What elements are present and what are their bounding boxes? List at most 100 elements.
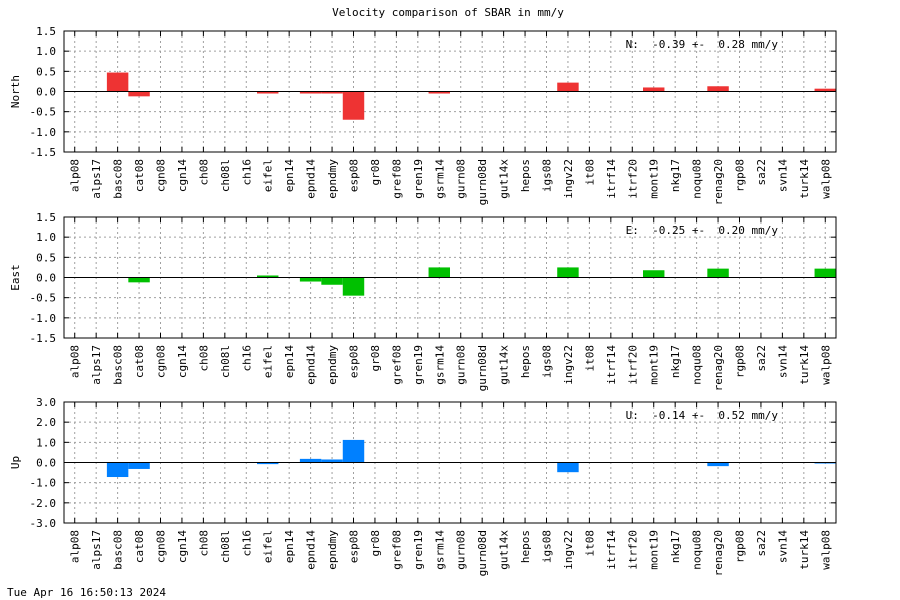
y-tick-label: -1.5 [30, 332, 57, 345]
x-tick-label: epn14 [283, 345, 296, 378]
bar-up-esp08 [342, 439, 365, 463]
stats-annotation: U: -0.14 +- 0.52 mm/y [626, 409, 779, 422]
x-tick-label: cat08 [133, 159, 146, 192]
x-tick-label: igs08 [541, 159, 554, 192]
x-tick-label: gr08 [369, 345, 382, 372]
x-tick-label: cat08 [133, 530, 146, 563]
x-tick-label: rgp08 [734, 159, 747, 192]
x-tick-label: eifel [262, 345, 275, 378]
x-tick-label: gurn08 [455, 530, 468, 570]
x-tick-label: alps17 [90, 345, 103, 385]
bar-up-eifel [257, 462, 279, 465]
x-tick-label: basc08 [112, 159, 125, 199]
y-tick-label: -0.5 [30, 106, 57, 119]
y-tick-label: 3.0 [36, 396, 56, 409]
chart-panels: 1.5 1.0 0.5 0.0 -0.5 -1.0 -1.5 N: -0.39 +- 0.28… [9, 25, 837, 576]
x-tick-label: ch08l [219, 345, 232, 378]
x-tick-label: noqu08 [691, 345, 704, 385]
x-tick-label: ch16 [240, 159, 253, 186]
x-tick-label: gut14x [498, 345, 511, 385]
x-tick-label: svn14 [776, 345, 789, 378]
x-tick-label: hepos [519, 159, 532, 192]
x-tick-label: cgn08 [155, 159, 168, 192]
x-tick-label: noqu08 [691, 530, 704, 570]
x-tick-label: cgn08 [155, 345, 168, 378]
x-tick-label: epn14 [283, 530, 296, 563]
panel-east: 1.5 1.0 0.5 0.0 -0.5 -1.0 -1.5 E: -0.25 +- 0.20… [9, 211, 837, 391]
x-tick-label: cat08 [133, 345, 146, 378]
bar-east-gsrm14 [428, 267, 450, 278]
y-tick-label: 1.0 [36, 231, 56, 244]
x-tick-label: nkg17 [669, 159, 682, 192]
x-tick-label: itrf14 [605, 159, 618, 199]
y-tick-label: -2.0 [30, 497, 57, 510]
y-axis-label: North [9, 75, 22, 108]
bar-north-gsrm14 [428, 91, 450, 94]
x-tick-label: walp08 [819, 159, 832, 199]
x-tick-label: ingv22 [562, 345, 575, 385]
x-tick-label: svn14 [776, 159, 789, 192]
x-tick-label: noqu08 [691, 159, 704, 199]
x-tick-label: ch08l [219, 530, 232, 563]
x-tick-label: gurn08d [476, 345, 489, 391]
y-tick-label: 0.0 [36, 457, 56, 470]
x-tick-label: ch16 [240, 345, 253, 372]
x-tick-label: ch16 [240, 530, 253, 557]
x-tick-label: it08 [583, 345, 596, 372]
x-tick-label: gurn08d [476, 530, 489, 576]
y-tick-label: 1.0 [36, 45, 56, 58]
y-tick-label: 1.5 [36, 25, 56, 38]
x-tick-label: gsrm14 [433, 159, 446, 199]
stats-annotation: E: -0.25 +- 0.20 mm/y [626, 224, 779, 237]
x-tick-label: cgn14 [176, 159, 189, 192]
x-tick-label: itrf14 [605, 530, 618, 570]
x-tick-label: rgp08 [734, 345, 747, 378]
bar-up-cat08 [128, 462, 150, 469]
y-tick-label: 0.0 [36, 86, 56, 99]
bar-north-cat08 [128, 91, 150, 97]
y-tick-label: -1.0 [30, 126, 57, 139]
x-tick-label: epnd14 [305, 159, 318, 199]
x-tick-label: gurn08 [455, 159, 468, 199]
bar-north-epndmy [321, 91, 343, 94]
x-tick-label: gr08 [369, 530, 382, 557]
y-axis-label: Up [9, 456, 22, 469]
x-tick-label: alps17 [90, 530, 103, 570]
x-tick-label: esp08 [348, 345, 361, 378]
x-tick-label: gren19 [412, 345, 425, 385]
panel-north: 1.5 1.0 0.5 0.0 -0.5 -1.0 -1.5 N: -0.39 +- 0.28… [9, 25, 837, 205]
x-tick-label: itrf20 [626, 159, 639, 199]
bar-up-ingv22 [557, 462, 579, 473]
x-tick-label: epndmy [326, 530, 339, 570]
x-tick-label: cgn14 [176, 530, 189, 563]
x-tick-label: ch08l [219, 159, 232, 192]
x-tick-label: svn14 [776, 530, 789, 563]
x-tick-label: cgn14 [176, 345, 189, 378]
x-tick-label: epn14 [283, 159, 296, 192]
x-tick-label: walp08 [819, 345, 832, 385]
x-tick-label: epnd14 [305, 345, 318, 385]
x-tick-label: ingv22 [562, 530, 575, 570]
bar-up-epndmy [321, 459, 343, 463]
x-tick-label: gref08 [390, 530, 403, 570]
x-tick-label: turk14 [798, 345, 811, 385]
x-tick-label: ch08 [197, 530, 210, 557]
x-tick-label: sa22 [755, 159, 768, 186]
y-tick-label: -0.5 [30, 292, 57, 305]
bar-east-walp08 [814, 268, 836, 278]
x-tick-label: gurn08d [476, 159, 489, 205]
x-tick-label: turk14 [798, 159, 811, 199]
bar-north-basc08 [106, 72, 129, 92]
bar-east-epnd14 [299, 277, 322, 282]
x-tick-label: gref08 [390, 345, 403, 385]
bar-east-mont19 [643, 270, 665, 278]
x-tick-label: sa22 [755, 345, 768, 372]
x-tick-label: it08 [583, 530, 596, 557]
x-tick-label: renag20 [712, 345, 725, 391]
x-tick-label: igs08 [541, 530, 554, 563]
x-tick-label: ch08 [197, 159, 210, 186]
bar-up-renag20 [707, 462, 729, 467]
x-tick-label: basc08 [112, 345, 125, 385]
bar-north-eifel [257, 91, 279, 94]
